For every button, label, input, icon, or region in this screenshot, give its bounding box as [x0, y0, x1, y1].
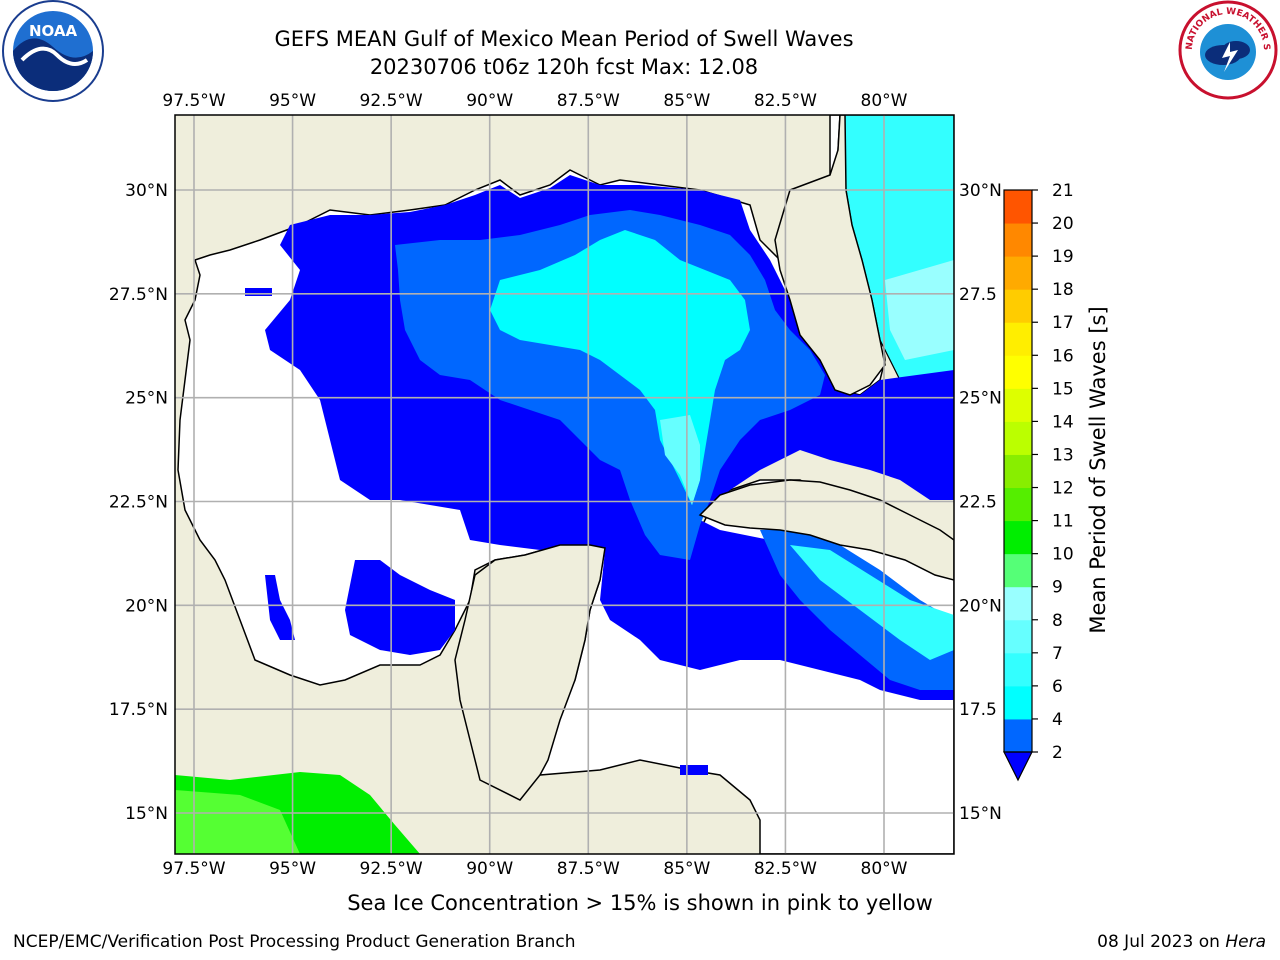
lat-label-right: 22.5	[959, 493, 997, 513]
noaa-logo-text: NOAA	[29, 22, 78, 40]
lat-label-right: 20°N	[959, 596, 1002, 616]
lat-label-left: 20°N	[125, 596, 168, 616]
lon-labels-top: 97.5°W 95°W 92.5°W 90°W 87.5°W 85°W 82.5°W 80°W	[162, 91, 907, 111]
colorbar-bin	[1004, 421, 1032, 455]
lat-label-left: 22.5°N	[109, 493, 168, 513]
colorbar-bin	[1004, 388, 1032, 422]
colorbar-frame	[1003, 189, 1033, 753]
colorbar-tick-label: 10	[1052, 545, 1074, 565]
swell-medium-blue-east	[760, 528, 954, 690]
lat-label-right: 15°N	[959, 804, 1002, 824]
colorbar-bin	[1004, 190, 1032, 224]
lon-label-top: 87.5°W	[557, 91, 620, 111]
lon-label-bottom: 92.5°W	[360, 859, 423, 879]
map-area	[175, 115, 954, 854]
producer-credit: NCEP/EMC/Verification Post Processing Pr…	[13, 932, 576, 952]
colorbar-bin	[1004, 619, 1032, 654]
noaa-logo: NOAA	[2, 0, 104, 102]
lon-label-bottom: 80°W	[861, 859, 908, 879]
lon-label-top: 92.5°W	[360, 91, 423, 111]
colorbar-tick-label: 6	[1052, 677, 1063, 697]
swell-dark-blue-patch	[265, 575, 295, 640]
colorbar-tick-label: 12	[1052, 479, 1074, 499]
colorbar-tick-label: 7	[1052, 644, 1063, 664]
colorbar-bin	[1004, 685, 1032, 720]
colorbar-bin	[1004, 289, 1032, 323]
swell-dark-blue-patch2	[245, 288, 272, 296]
colorbar-bin	[1004, 487, 1032, 522]
colorbar-bin	[1004, 652, 1032, 687]
colorbar-bin	[1004, 355, 1032, 389]
colorbar-bin	[1004, 322, 1032, 356]
sea-ice-note: Sea Ice Concentration > 15% is shown in …	[347, 891, 933, 915]
map-subtitle: 20230706 t06z 120h fcst Max: 12.08	[369, 55, 759, 79]
yucatan-land	[454, 544, 606, 801]
swell-light-cyan	[660, 415, 700, 505]
colorbar-tick-label: 17	[1052, 313, 1074, 333]
lon-label-top: 80°W	[861, 91, 908, 111]
florida-land	[774, 115, 886, 396]
colorbar-bin	[1004, 718, 1032, 753]
colorbar-bin	[1004, 520, 1032, 555]
colorbar-tick-label: 20	[1052, 214, 1074, 234]
graticule	[175, 115, 954, 854]
colorbar-tick-label: 18	[1052, 280, 1074, 300]
lat-label-left: 25°N	[125, 389, 168, 409]
colorbar-bin	[1004, 223, 1032, 257]
lon-label-top: 90°W	[466, 91, 513, 111]
lat-label-left: 30°N	[125, 181, 168, 201]
atlantic-water-light	[885, 260, 954, 360]
lat-label-right: 30°N	[959, 181, 1002, 201]
lon-label-bottom: 97.5°W	[162, 859, 225, 879]
colorbar-title: Mean Period of Swell Waves [s]	[1086, 306, 1110, 634]
colorbar-tick-label: 16	[1052, 346, 1074, 366]
lon-label-bottom: 85°W	[663, 859, 710, 879]
lon-label-bottom: 82.5°W	[754, 859, 817, 879]
lon-labels-bottom: 97.5°W 95°W 92.5°W 90°W 87.5°W 85°W 82.5°W 80°W	[162, 859, 907, 879]
colorbar-tick-label: 2	[1052, 743, 1063, 763]
pacific-water-light	[175, 790, 300, 854]
lat-labels-left: 30°N 27.5°N 25°N 22.5°N 20°N 17.5°N 15°N	[109, 181, 168, 824]
swell-dark-blue-west	[345, 560, 455, 655]
colorbar: 21 20 19 18 17 16 15 14 13 12 11 10 9 8 7 6 4 2	[1003, 181, 1074, 782]
lat-label-right: 27.5	[959, 285, 997, 305]
lat-label-left: 15°N	[125, 804, 168, 824]
map-frame	[174, 114, 955, 855]
colorbar-tick-label: 8	[1052, 611, 1063, 631]
colorbar-bin	[1004, 553, 1032, 588]
colorbar-tick-label: 9	[1052, 578, 1063, 598]
lon-label-bottom: 90°W	[466, 859, 513, 879]
colorbar-extend	[1003, 751, 1033, 782]
date-credit: 08 Jul 2023 on Hera	[1097, 932, 1266, 952]
colorbar-bin	[1004, 256, 1032, 290]
map-title: GEFS MEAN Gulf of Mexico Mean Period of …	[274, 27, 854, 51]
colorbar-bin	[1004, 586, 1032, 621]
lat-labels-right: 30°N 27.5 25°N 22.5 20°N 17.5 15°N	[959, 181, 1002, 824]
swell-dark-blue-patch3	[680, 765, 708, 775]
lon-label-bottom: 95°W	[269, 859, 316, 879]
lon-label-top: 85°W	[663, 91, 710, 111]
colorbar-tick-label: 4	[1052, 710, 1063, 730]
colorbar-tick-label: 11	[1052, 512, 1074, 532]
swell-cyan-east	[790, 545, 954, 660]
machine-name: Hera	[1225, 932, 1266, 952]
date-text: 08 Jul 2023 on	[1097, 932, 1226, 952]
nws-logo: NATIONAL WEATHER SERVICE	[1178, 0, 1278, 100]
lon-label-bottom: 87.5°W	[557, 859, 620, 879]
colorbar-tick-label: 13	[1052, 445, 1074, 465]
colorbar-tick-label: 19	[1052, 247, 1074, 267]
lon-label-top: 95°W	[269, 91, 316, 111]
colorbar-tick-label: 15	[1052, 379, 1074, 399]
colorbar-tick-label: 14	[1052, 412, 1074, 432]
lat-label-left: 17.5°N	[109, 700, 168, 720]
lon-label-top: 97.5°W	[162, 91, 225, 111]
colorbar-tick-label: 21	[1052, 181, 1074, 201]
lat-label-left: 27.5°N	[109, 285, 168, 305]
lon-label-top: 82.5°W	[754, 91, 817, 111]
colorbar-bin	[1004, 454, 1032, 489]
lat-label-right: 25°N	[959, 389, 1002, 409]
lat-label-right: 17.5	[959, 700, 997, 720]
